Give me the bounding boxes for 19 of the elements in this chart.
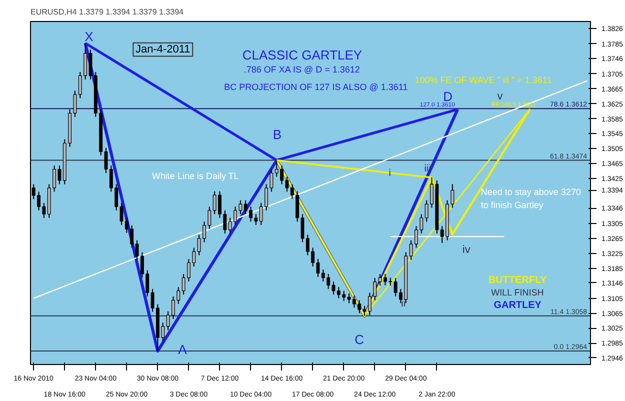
annotation: 100% FE OF WAVE " iii " = 1.3611 xyxy=(414,74,552,85)
annotation: B xyxy=(272,126,282,142)
annotation: ii xyxy=(401,298,406,310)
annotation: GARTLEY xyxy=(494,300,542,311)
annotation: C xyxy=(354,332,364,347)
annotation: D xyxy=(443,88,452,104)
annotation: Need to stay above 3270 to finish Gartley xyxy=(480,186,581,210)
annotation: Jan-4-2011 xyxy=(135,44,190,56)
chart-title: EURUSD,H4 1.3379 1.3394 1.3379 1.3394 xyxy=(30,8,184,16)
annotation: White Line is Daily TL xyxy=(152,170,239,181)
annotation: iv xyxy=(462,244,471,256)
annotation: BC PROJECTION OF 127 IS ALSO @ 1.3611 xyxy=(224,82,408,92)
annotation: i xyxy=(388,168,391,179)
annotation: v xyxy=(497,90,504,102)
annotation: BUTTERFLY xyxy=(488,274,548,286)
annotation: WILL FINISH xyxy=(491,287,544,298)
annotation: CLASSIC GARTLEY xyxy=(242,47,362,62)
annotation: .786 OF XA IS @ D = 1.3612 xyxy=(244,64,360,74)
annotation: X xyxy=(84,28,94,44)
